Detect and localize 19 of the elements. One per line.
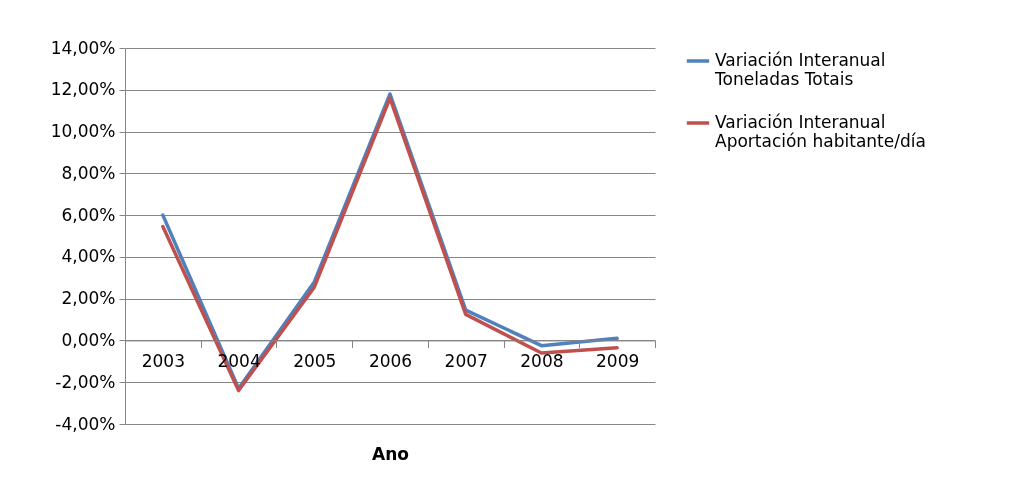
y-tick-label: 8,00% — [61, 162, 116, 183]
x-tick-label: 2005 — [293, 350, 337, 371]
x-tick-label: 2008 — [520, 350, 564, 371]
y-tick-label: 10,00% — [50, 121, 116, 142]
y-tick-label: 2,00% — [61, 288, 116, 309]
x-tick-label: 2009 — [596, 350, 640, 371]
legend-label: Variación Interanual Aportación habitante/día — [715, 112, 926, 151]
x-tick-label: 2006 — [368, 350, 413, 371]
y-tick-label: 4,00% — [61, 246, 116, 267]
y-tick-label: 0,00% — [61, 329, 116, 350]
x-tick-label: 2003 — [141, 350, 185, 371]
y-tick-label: 14,00% — [50, 37, 116, 58]
y-tick-label: 12,00% — [50, 79, 116, 100]
x-axis-title: Ano — [372, 443, 409, 464]
x-tick-label: 2007 — [444, 350, 488, 371]
y-tick-label: -2,00% — [55, 371, 116, 392]
y-tick-label: 6,00% — [61, 204, 116, 225]
legend-label: Variación Interanual Toneladas Totais — [714, 50, 886, 89]
y-tick-label: -4,00% — [55, 413, 116, 434]
